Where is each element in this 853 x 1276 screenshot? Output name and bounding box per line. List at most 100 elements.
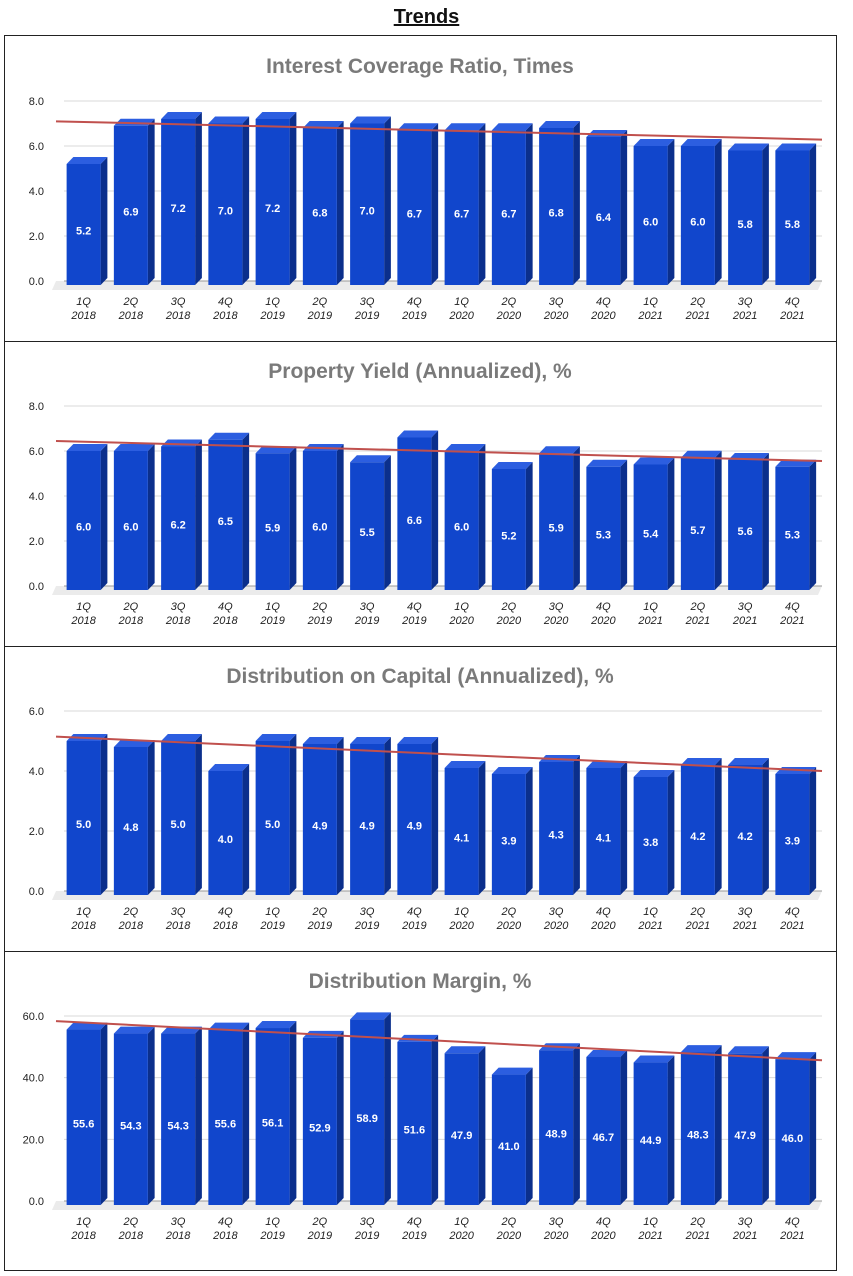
bar-front <box>775 774 810 895</box>
data-label: 5.6 <box>737 526 752 538</box>
x-tick-label-year: 2020 <box>590 920 616 932</box>
bar-front <box>539 453 574 590</box>
chart-title: Distribution on Capital (Annualized), % <box>226 665 614 688</box>
bar-front <box>539 1050 574 1205</box>
bar <box>208 432 250 590</box>
x-tick-label-year: 2019 <box>259 310 284 322</box>
x-tick-label-quarter: 2Q <box>690 1216 706 1228</box>
bar-front <box>161 119 196 285</box>
bar-side <box>195 439 202 590</box>
bar-top <box>633 457 675 465</box>
data-label: 5.5 <box>359 527 374 539</box>
x-tick-label-year: 2019 <box>259 1230 284 1242</box>
bar-side <box>289 734 297 895</box>
x-tick-label-quarter: 3Q <box>549 1216 564 1228</box>
bar-side <box>242 432 250 590</box>
page-title: Trends <box>393 6 460 28</box>
bar-front <box>728 150 763 285</box>
chart-svg-interest-coverage: Interest Coverage Ratio, Times 0.0 2.0 4.0 6… <box>29 55 823 322</box>
bar-front <box>775 1059 810 1205</box>
bar-top <box>350 116 391 124</box>
bar-side <box>242 116 250 285</box>
bar-side <box>147 118 155 285</box>
x-tick-label-quarter: 1Q <box>265 1216 280 1228</box>
bar-front <box>633 464 668 590</box>
bar-side <box>147 1026 155 1205</box>
x-tick-label-year: 2020 <box>590 1230 616 1242</box>
bar-front <box>680 765 715 895</box>
x-tick-label-quarter: 1Q <box>643 906 658 918</box>
bar-side <box>714 758 722 895</box>
x-tick-label-year: 2021 <box>637 310 662 322</box>
chart-title: Distribution Margin, % <box>309 970 532 993</box>
x-tick-label-year: 2021 <box>732 310 757 322</box>
x-tick-label-year: 2020 <box>543 310 569 322</box>
bar <box>444 123 486 285</box>
bar-side <box>100 734 108 895</box>
bar-front <box>397 130 432 285</box>
bar-front <box>255 1028 290 1205</box>
y-tick-label: 4.0 <box>29 491 44 503</box>
x-tick-label-year: 2019 <box>259 920 284 932</box>
x-tick-label-quarter: 1Q <box>643 601 658 613</box>
x-tick-label-year: 2020 <box>496 615 522 627</box>
bar-side <box>100 444 108 590</box>
x-tick-label-year: 2018 <box>70 920 96 932</box>
data-label: 54.3 <box>167 1120 188 1132</box>
chart-floor <box>52 891 822 900</box>
bar-side <box>478 1046 486 1205</box>
x-tick-label-year: 2019 <box>259 615 284 627</box>
x-tick-label-quarter: 1Q <box>265 906 280 918</box>
x-tick-label-quarter: 1Q <box>76 296 91 308</box>
bar-side <box>620 761 628 895</box>
bar-side <box>762 1046 769 1205</box>
bar-front <box>680 457 715 590</box>
x-tick-label-year: 2018 <box>212 920 238 932</box>
x-tick-label-quarter: 1Q <box>643 1216 658 1228</box>
x-tick-label-quarter: 1Q <box>265 296 280 308</box>
data-label: 5.7 <box>690 525 705 537</box>
chart-floor <box>52 586 822 595</box>
bar <box>208 764 250 895</box>
bar <box>444 761 486 895</box>
y-tick-label: 6.0 <box>29 446 44 458</box>
x-tick-label-quarter: 1Q <box>643 296 658 308</box>
data-label: 6.7 <box>454 209 469 221</box>
y-tick-label: 6.0 <box>29 706 44 718</box>
bar <box>539 1043 580 1205</box>
data-label: 6.4 <box>596 212 612 224</box>
bar-side <box>147 444 155 590</box>
bar-front <box>350 123 385 285</box>
bar-top <box>397 430 439 438</box>
bar-front <box>302 1037 337 1205</box>
bar-side <box>762 453 769 590</box>
data-label: 48.9 <box>545 1129 566 1141</box>
data-label: 6.0 <box>454 522 469 534</box>
bar <box>397 737 439 895</box>
bar <box>161 734 202 895</box>
bar-top <box>66 444 108 451</box>
data-label: 5.2 <box>501 531 516 543</box>
bar-side <box>525 123 533 285</box>
bar-front <box>728 765 763 895</box>
x-tick-label-quarter: 3Q <box>360 601 375 613</box>
data-label: 5.0 <box>170 819 185 831</box>
data-label: 5.4 <box>643 528 659 540</box>
bar-front <box>113 747 148 895</box>
bar-top <box>208 432 250 440</box>
bar-front <box>633 777 668 895</box>
bar-top <box>113 1026 155 1034</box>
x-tick-label-quarter: 4Q <box>407 1216 422 1228</box>
bar-front <box>728 460 763 590</box>
bar-side <box>384 116 391 285</box>
chart-title: Property Yield (Annualized), % <box>268 360 572 383</box>
bar-front <box>161 446 196 590</box>
x-tick-label-year: 2020 <box>448 920 474 932</box>
x-tick-label-quarter: 4Q <box>596 296 611 308</box>
x-tick-label-quarter: 2Q <box>690 906 706 918</box>
x-tick-label-quarter: 3Q <box>738 601 753 613</box>
x-tick-label-year: 2021 <box>779 310 804 322</box>
y-tick-label: 0.0 <box>29 1196 44 1208</box>
bar <box>66 444 108 590</box>
bar-top <box>728 1046 769 1054</box>
